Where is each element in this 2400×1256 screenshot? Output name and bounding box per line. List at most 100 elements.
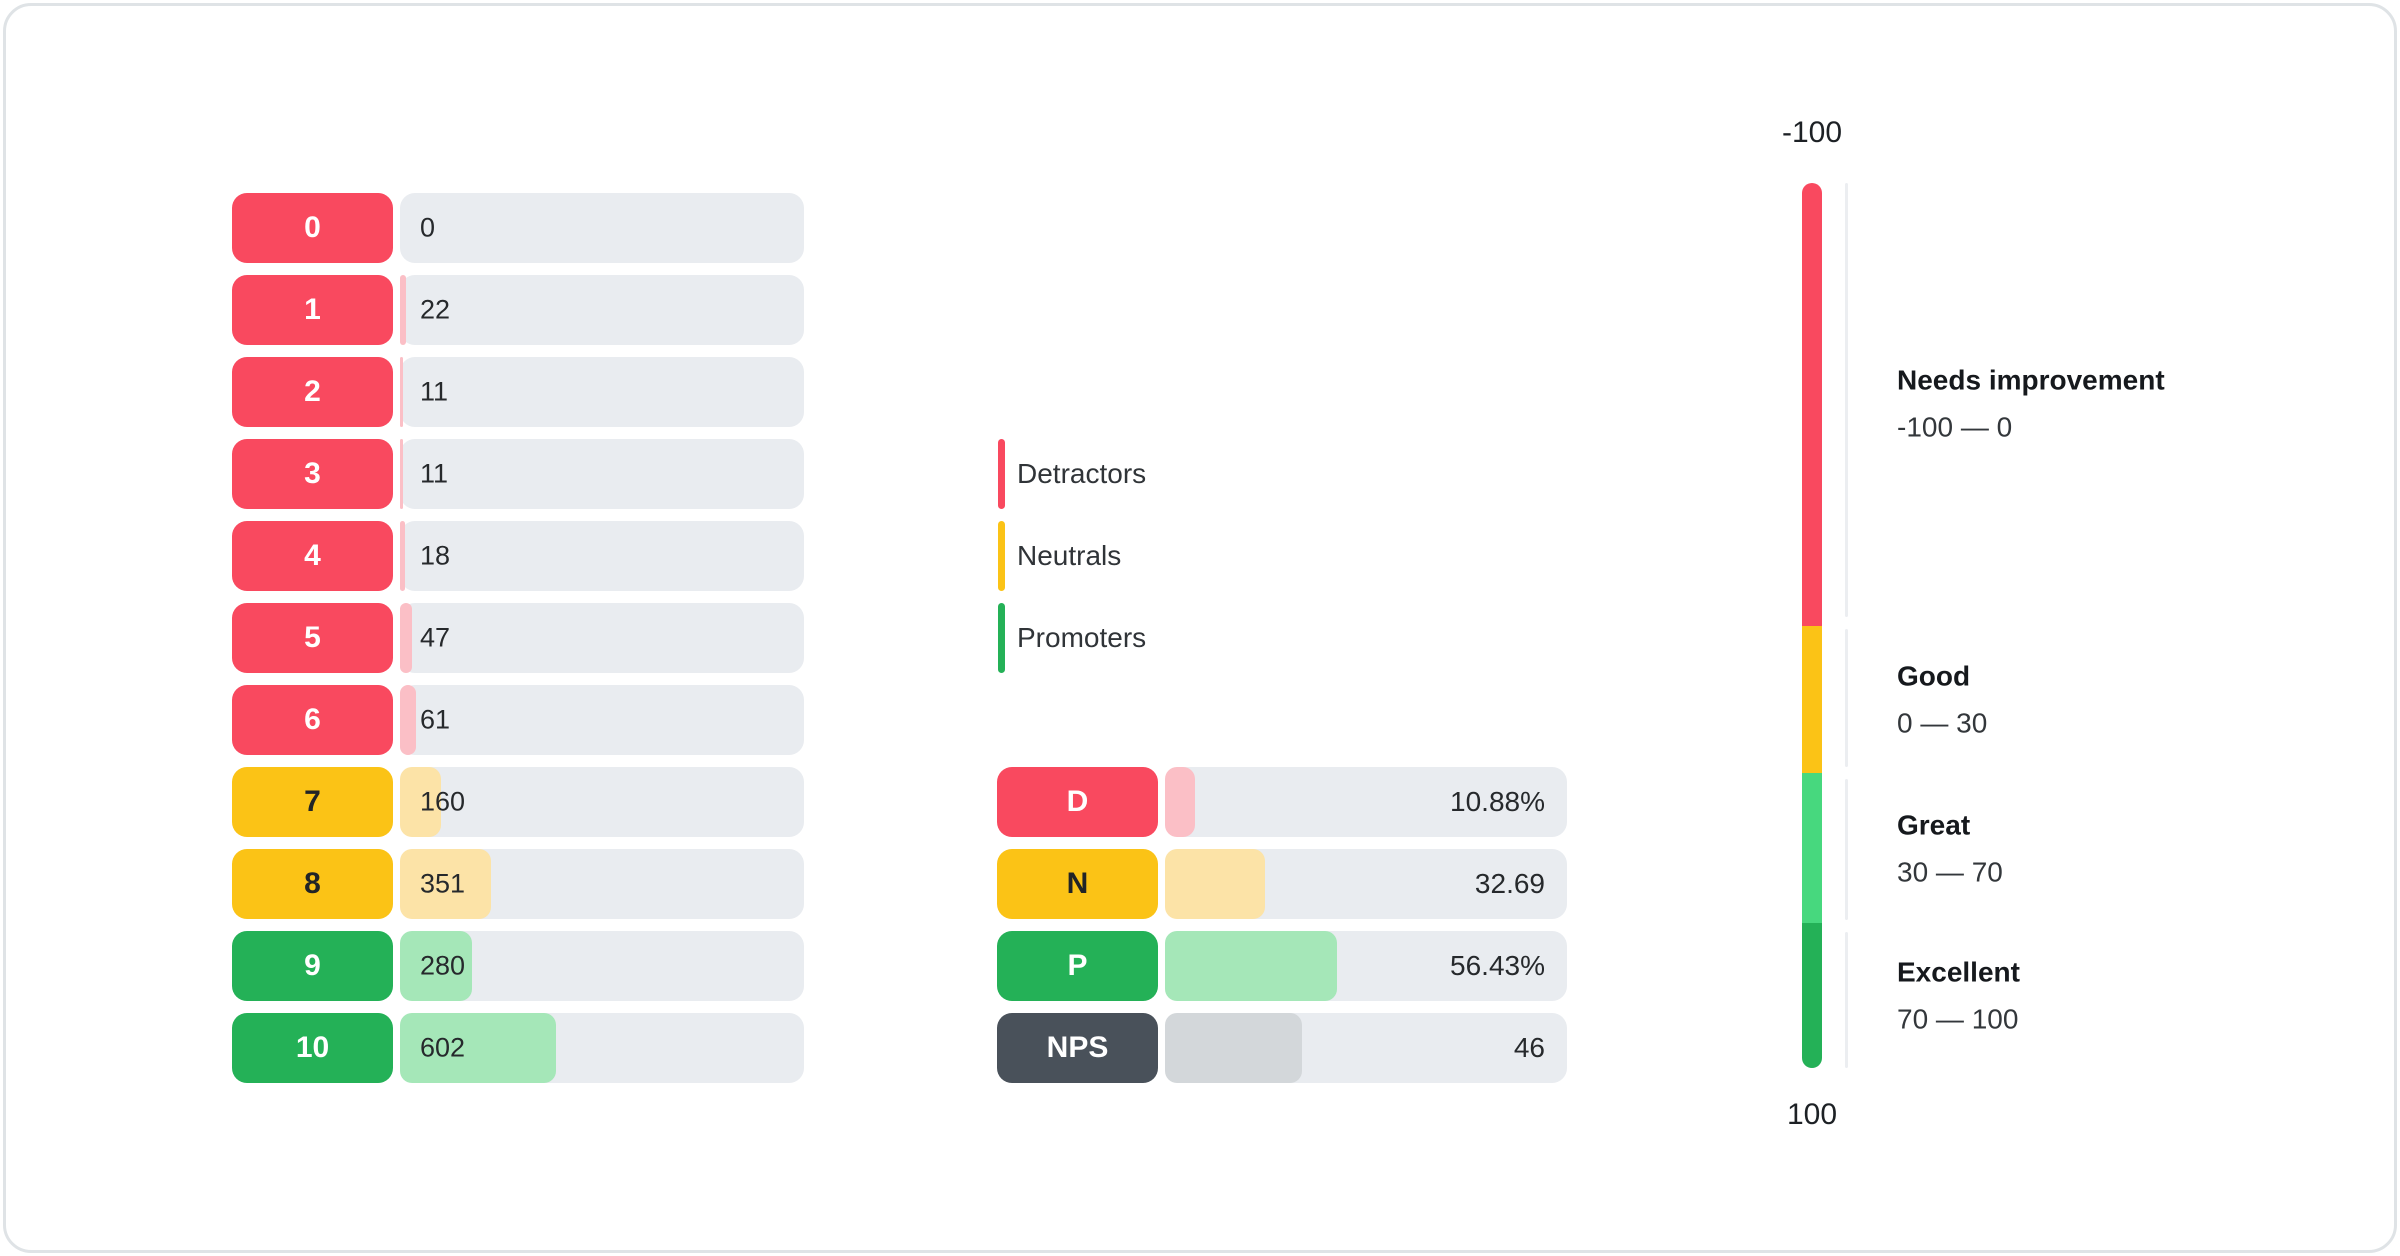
summary-track: 10.88% — [1165, 767, 1567, 837]
summary-track: 56.43% — [1165, 931, 1567, 1001]
gauge-zone-label-needs-improvement: Needs improvement -100 — 0 — [1897, 365, 2165, 444]
ruler-segment — [1845, 183, 1848, 617]
score-bar-fill — [400, 275, 406, 345]
ruler-segment — [1845, 931, 1848, 1068]
summary-track: 32.69 — [1165, 849, 1567, 919]
summary-bar-fill — [1165, 1013, 1303, 1083]
score-track: 0 — [400, 193, 804, 263]
score-track: 280 — [400, 931, 804, 1001]
score-chip: 9 — [232, 931, 393, 1001]
score-bar-fill — [400, 521, 405, 591]
score-bar-fill — [400, 357, 403, 427]
score-track: 47 — [400, 603, 804, 673]
summary-value: 46 — [1513, 1032, 1545, 1063]
summary-row-neutrals: N 32.69 — [997, 849, 1567, 919]
nps-gauge-bar — [1802, 183, 1822, 1068]
summary-chip: P — [997, 931, 1158, 1001]
legend-label: Promoters — [1017, 622, 1147, 653]
score-row-6: 6 61 — [232, 685, 804, 755]
zone-range: 30 — 70 — [1897, 856, 2003, 888]
score-count: 0 — [420, 212, 436, 243]
score-count: 602 — [420, 1032, 466, 1063]
gauge-zone-label-excellent: Excellent 70 — 100 — [1897, 957, 2020, 1036]
legend-label: Detractors — [1017, 458, 1147, 489]
score-track: 61 — [400, 685, 804, 755]
summary-value: 10.88% — [1450, 786, 1545, 817]
summary-track: 46 — [1165, 1013, 1567, 1083]
gauge-segment-needs-improvement — [1802, 183, 1822, 626]
gauge-tick-top: -100 — [1781, 116, 1843, 149]
score-row-9: 9 280 — [232, 931, 804, 1001]
score-track: 11 — [400, 439, 804, 509]
score-count: 160 — [420, 786, 466, 817]
score-chip: 2 — [232, 357, 393, 427]
score-count: 22 — [420, 294, 451, 325]
score-bar-fill — [400, 439, 403, 509]
legend-item-neutrals[interactable]: Neutrals — [998, 521, 1146, 591]
gauge-segment-great — [1802, 773, 1822, 923]
summary-bar-fill — [1165, 767, 1195, 837]
summary-row-nps: NPS 46 — [997, 1013, 1567, 1083]
score-bar-fill — [400, 603, 413, 673]
score-row-5: 5 47 — [232, 603, 804, 673]
score-row-3: 3 11 — [232, 439, 804, 509]
detractors-color-pill — [998, 439, 1005, 509]
score-track: 602 — [400, 1013, 804, 1083]
score-chip: 3 — [232, 439, 393, 509]
score-track: 18 — [400, 521, 804, 591]
summary-chip: N — [997, 849, 1158, 919]
score-row-4: 4 18 — [232, 521, 804, 591]
score-chip: 7 — [232, 767, 393, 837]
zone-title: Good — [1897, 660, 1971, 692]
score-chip: 1 — [232, 275, 393, 345]
score-count: 280 — [420, 950, 466, 981]
zone-range: -100 — 0 — [1897, 411, 2013, 443]
score-distribution-chart: 0 0 1 22 2 11 3 11 — [232, 193, 804, 1083]
legend-label: Neutrals — [1017, 540, 1122, 571]
score-row-2: 2 11 — [232, 357, 804, 427]
score-chip: 10 — [232, 1013, 393, 1083]
gauge-tick-bottom: 100 — [1786, 1098, 1838, 1131]
promoters-color-pill — [998, 603, 1005, 673]
score-bar-fill — [400, 1013, 556, 1083]
score-count: 11 — [420, 458, 449, 489]
summary-chip: D — [997, 767, 1158, 837]
legend-item-detractors[interactable]: Detractors — [998, 439, 1146, 509]
score-row-1: 1 22 — [232, 275, 804, 345]
gauge-zone-label-great: Great 30 — 70 — [1897, 810, 2003, 889]
ruler-segment — [1845, 779, 1848, 920]
legend: Detractors Neutrals Promoters — [998, 439, 1146, 673]
neutrals-color-pill — [998, 521, 1005, 591]
gauge-zone-label-good: Good 0 — 30 — [1897, 661, 1987, 740]
summary-row-detractors: D 10.88% — [997, 767, 1567, 837]
score-count: 61 — [420, 704, 451, 735]
gauge-segment-excellent — [1802, 922, 1822, 1068]
summary-row-promoters: P 56.43% — [997, 931, 1567, 1001]
score-count: 351 — [420, 868, 466, 899]
score-chip: 8 — [232, 849, 393, 919]
summary-bar-fill — [1165, 849, 1265, 919]
nps-summary-chart: D 10.88% N 32.69 P 56.43% NPS 46 — [997, 767, 1567, 1083]
score-row-10: 10 602 — [232, 1013, 804, 1083]
summary-value: 56.43% — [1450, 950, 1545, 981]
score-track: 160 — [400, 767, 804, 837]
score-track: 22 — [400, 275, 804, 345]
zone-range: 0 — 30 — [1897, 707, 1988, 739]
score-count: 11 — [420, 376, 449, 407]
score-bar-fill — [400, 931, 473, 1001]
gauge-ruler — [1845, 183, 1848, 1068]
zone-title: Needs improvement — [1897, 364, 2165, 396]
score-bar-fill — [400, 685, 416, 755]
score-chip: 4 — [232, 521, 393, 591]
ruler-segment — [1845, 628, 1848, 768]
score-chip: 0 — [232, 193, 393, 263]
zone-range: 70 — 100 — [1897, 1003, 2019, 1035]
legend-item-promoters[interactable]: Promoters — [998, 603, 1146, 673]
gauge-segment-good — [1802, 625, 1822, 774]
summary-value: 32.69 — [1474, 868, 1545, 899]
score-chip: 5 — [232, 603, 393, 673]
summary-chip: NPS — [997, 1013, 1158, 1083]
score-row-7: 7 160 — [232, 767, 804, 837]
score-bar-fill — [400, 849, 491, 919]
